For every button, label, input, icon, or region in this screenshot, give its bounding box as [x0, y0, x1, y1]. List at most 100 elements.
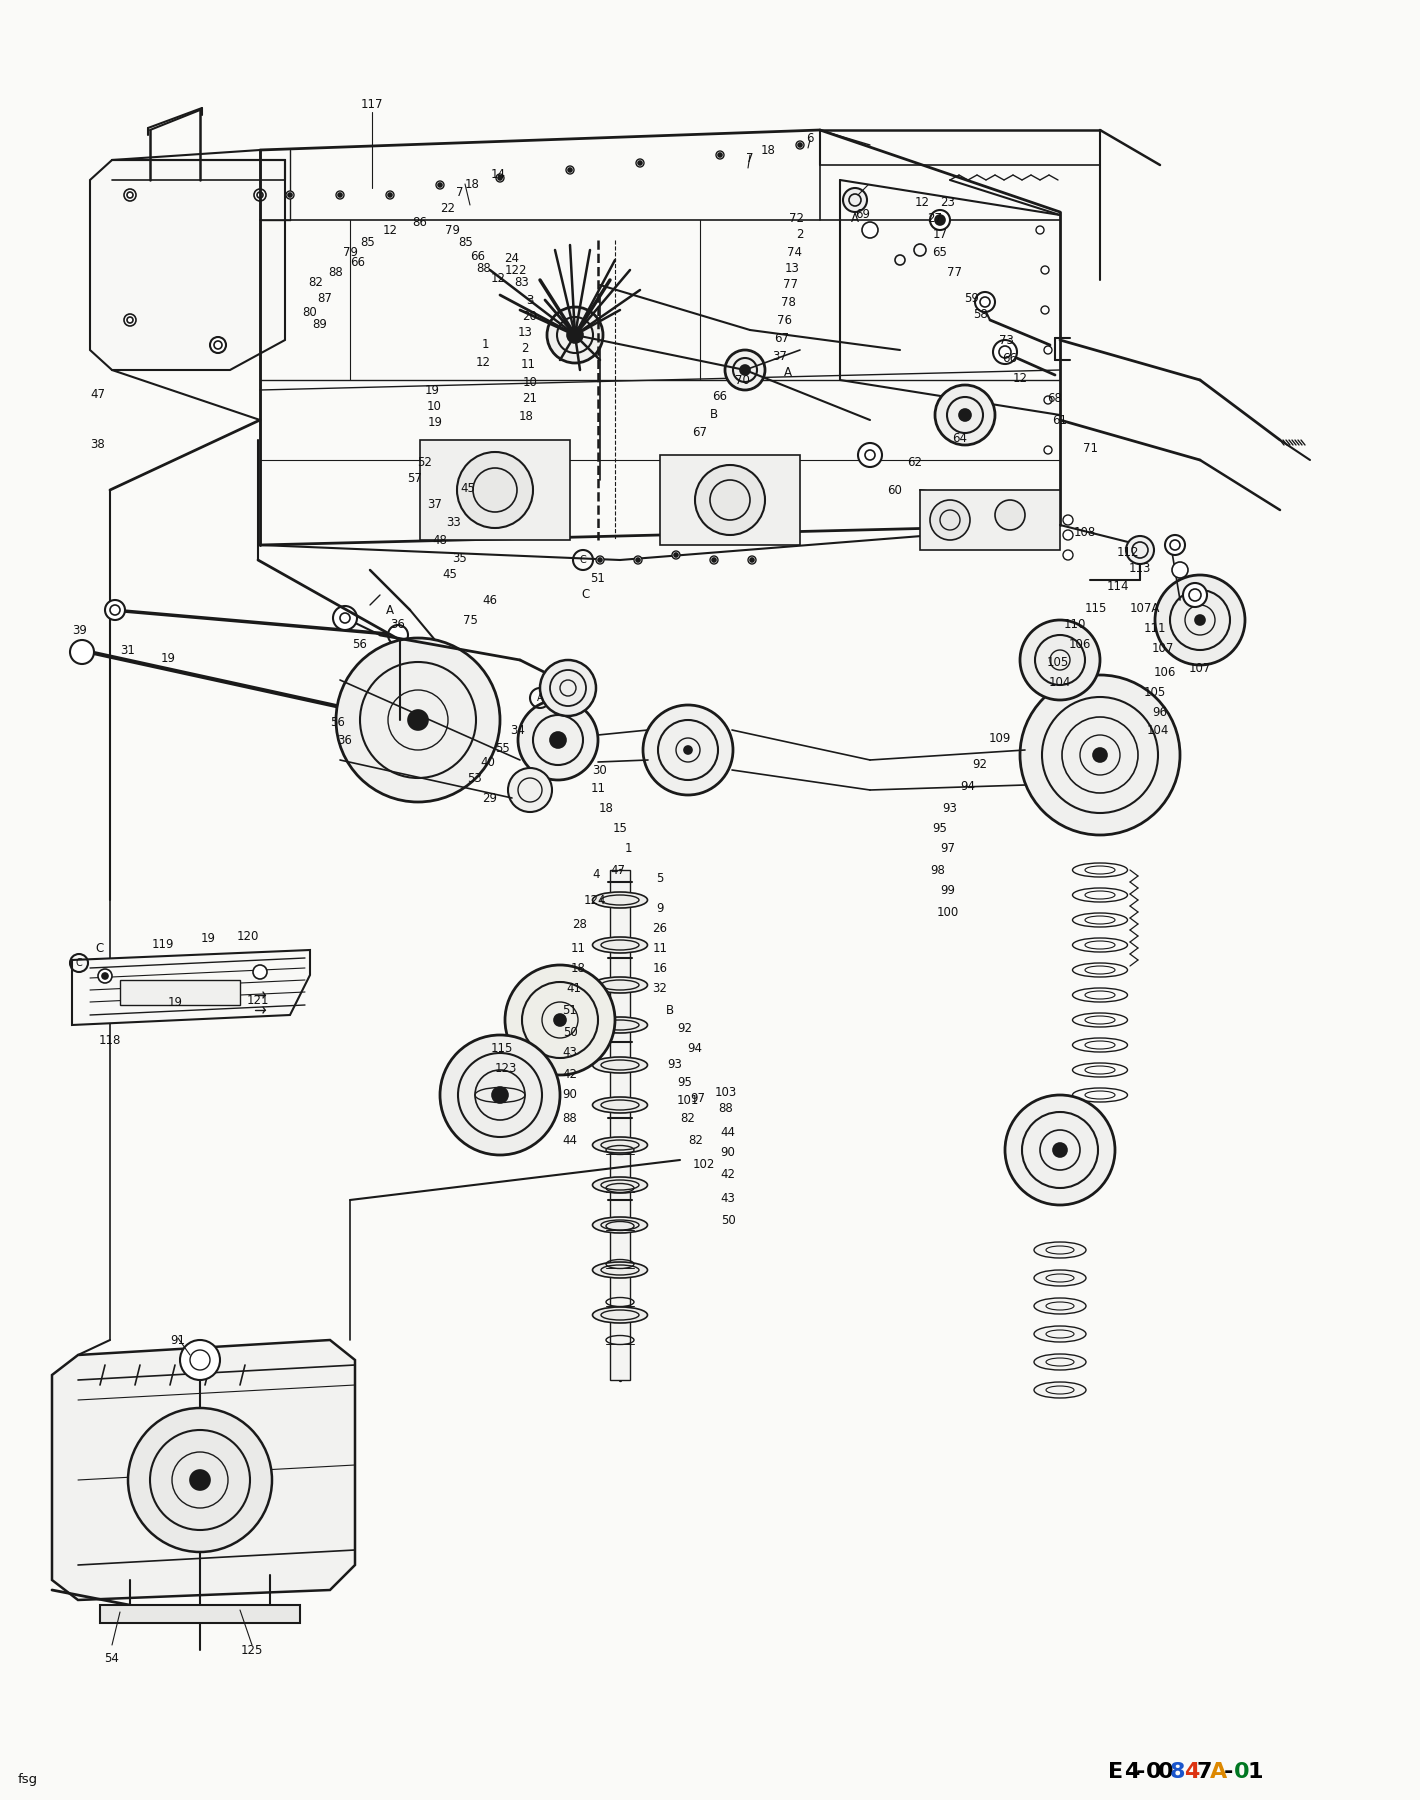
Text: 11: 11 — [571, 941, 585, 954]
Text: 18: 18 — [464, 178, 480, 191]
Circle shape — [858, 443, 882, 466]
Circle shape — [740, 365, 750, 374]
Text: 77: 77 — [782, 279, 798, 292]
Text: 100: 100 — [937, 905, 959, 918]
Text: 19: 19 — [160, 652, 176, 664]
Ellipse shape — [592, 1017, 648, 1033]
Ellipse shape — [1034, 1271, 1086, 1285]
Polygon shape — [53, 1339, 355, 1600]
Text: B: B — [710, 409, 719, 421]
Circle shape — [1126, 536, 1154, 563]
Circle shape — [518, 700, 598, 779]
Text: 86: 86 — [413, 216, 427, 229]
Text: 53: 53 — [467, 772, 483, 785]
Text: 88: 88 — [477, 261, 491, 274]
Circle shape — [1044, 346, 1052, 355]
Circle shape — [128, 1408, 273, 1552]
Text: 6: 6 — [807, 131, 814, 144]
Circle shape — [388, 625, 408, 644]
Circle shape — [436, 182, 444, 189]
Text: 111: 111 — [1143, 621, 1166, 635]
Circle shape — [540, 661, 596, 716]
Text: 55: 55 — [494, 742, 510, 754]
Text: 40: 40 — [480, 756, 496, 769]
Circle shape — [547, 308, 604, 364]
Text: 79: 79 — [444, 223, 460, 236]
Text: 109: 109 — [988, 731, 1011, 745]
Text: 54: 54 — [105, 1652, 119, 1665]
Text: 4: 4 — [1125, 1762, 1139, 1782]
Text: 88: 88 — [562, 1111, 578, 1125]
Circle shape — [672, 551, 680, 560]
Text: 18: 18 — [571, 961, 585, 974]
Text: 106: 106 — [1154, 666, 1176, 679]
Circle shape — [1064, 551, 1074, 560]
Text: A: A — [537, 693, 544, 704]
Circle shape — [959, 409, 971, 421]
Text: 71: 71 — [1082, 441, 1098, 454]
Text: 115: 115 — [1085, 601, 1108, 614]
Text: 19: 19 — [200, 932, 216, 945]
Circle shape — [934, 214, 944, 225]
Text: 43: 43 — [720, 1192, 736, 1204]
Circle shape — [976, 292, 995, 311]
Circle shape — [750, 558, 754, 562]
Text: -: - — [1224, 1762, 1234, 1782]
Circle shape — [491, 1087, 508, 1103]
Ellipse shape — [592, 1177, 648, 1193]
Text: 74: 74 — [788, 245, 802, 259]
Text: C: C — [75, 958, 82, 968]
Circle shape — [1054, 1143, 1066, 1157]
Text: 92: 92 — [973, 758, 987, 772]
Text: 2: 2 — [521, 342, 528, 355]
Ellipse shape — [1034, 1354, 1086, 1370]
Text: 66: 66 — [713, 389, 727, 403]
Circle shape — [710, 556, 719, 563]
Text: fsg: fsg — [18, 1773, 38, 1786]
Text: 32: 32 — [653, 981, 667, 994]
Circle shape — [254, 189, 266, 202]
Circle shape — [337, 637, 500, 803]
Circle shape — [496, 175, 504, 182]
Text: 120: 120 — [237, 929, 260, 943]
Text: 11: 11 — [653, 941, 667, 954]
Text: 28: 28 — [572, 918, 588, 932]
Text: 113: 113 — [1129, 562, 1152, 574]
Text: 35: 35 — [453, 551, 467, 565]
Text: 12: 12 — [476, 356, 490, 369]
Ellipse shape — [592, 1217, 648, 1233]
Text: 62: 62 — [907, 455, 923, 468]
Text: 82: 82 — [308, 275, 324, 288]
Circle shape — [338, 193, 342, 196]
Text: 78: 78 — [781, 295, 795, 308]
Text: 77: 77 — [947, 265, 961, 279]
Text: 61: 61 — [1052, 414, 1068, 427]
Circle shape — [210, 337, 226, 353]
Circle shape — [124, 189, 136, 202]
Text: 107: 107 — [1152, 641, 1174, 655]
Circle shape — [408, 709, 427, 731]
Text: 59: 59 — [964, 292, 980, 304]
Text: 124: 124 — [584, 893, 606, 907]
Text: 34: 34 — [511, 724, 525, 736]
Circle shape — [797, 140, 804, 149]
Circle shape — [190, 1471, 210, 1490]
Text: 95: 95 — [677, 1075, 693, 1089]
Text: 102: 102 — [693, 1159, 716, 1172]
Text: 105: 105 — [1145, 686, 1166, 698]
Text: 110: 110 — [1064, 619, 1086, 632]
Ellipse shape — [592, 893, 648, 907]
Text: 98: 98 — [930, 864, 946, 877]
Text: 9: 9 — [656, 902, 663, 914]
Text: 29: 29 — [483, 792, 497, 805]
Circle shape — [638, 160, 642, 166]
Text: 19: 19 — [425, 383, 440, 396]
Circle shape — [930, 211, 950, 230]
Text: 85: 85 — [459, 236, 473, 250]
Text: 105: 105 — [1047, 655, 1069, 668]
Text: 46: 46 — [483, 594, 497, 607]
Circle shape — [550, 733, 567, 749]
Circle shape — [719, 153, 721, 157]
Text: 82: 82 — [680, 1111, 696, 1125]
Ellipse shape — [592, 1307, 648, 1323]
